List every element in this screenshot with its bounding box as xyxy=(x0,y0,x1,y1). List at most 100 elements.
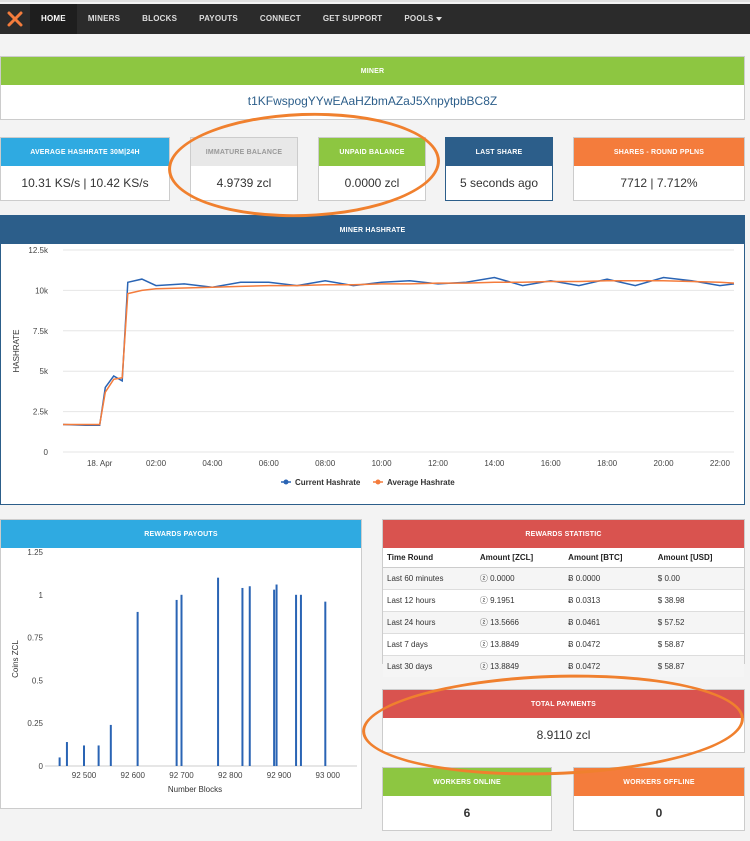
y-tick-label: 0.75 xyxy=(27,634,43,643)
table-row: Last 60 minutes ⓩ 0.0000 Ƀ 0.0000 $ 0.00 xyxy=(383,567,744,590)
immature-balance-value: 4.9739 zcl xyxy=(216,176,272,190)
payout-bar xyxy=(180,594,183,766)
cell: Last 60 minutes xyxy=(383,567,476,590)
y-tick-label: 7.5k xyxy=(33,327,49,336)
x-tick-label: 08:00 xyxy=(315,459,336,468)
miner-hashrate-panel: MINER HASHRATE 0 2.5k 5k 7.5k 10k 12.5k 18. Ap… xyxy=(0,215,745,505)
nav-blocks[interactable]: BLOCKS xyxy=(142,14,178,23)
y-tick-label: 10k xyxy=(35,286,49,295)
x-tick-label: 04:00 xyxy=(202,459,223,468)
table-header-row: Time Round Amount [ZCL] Amount [BTC] Amo… xyxy=(383,548,744,568)
x-tick-label: 14:00 xyxy=(484,459,505,468)
nav-connect[interactable]: CONNECT xyxy=(259,14,301,23)
workers-online-title: WORKERS ONLINE xyxy=(383,768,551,796)
y-tick-label: 1 xyxy=(39,591,44,600)
cell: Ƀ 0.0000 xyxy=(564,567,654,590)
last-share-title: LAST SHARE xyxy=(446,138,552,166)
payout-bar xyxy=(58,757,61,766)
rewards-payouts-title: REWARDS PAYOUTS xyxy=(1,520,361,548)
x-tick-label: 93 000 xyxy=(316,771,341,780)
nav-pools-label: POOLS xyxy=(404,14,434,23)
cell: $ 0.00 xyxy=(653,567,744,590)
payout-bar xyxy=(241,587,244,766)
last-share-value: 5 seconds ago xyxy=(459,176,539,190)
payout-bar xyxy=(109,724,112,766)
nav-payouts[interactable]: PAYOUTS xyxy=(199,14,238,23)
legend-current-hashrate: Current Hashrate xyxy=(295,478,361,487)
y-tick-label: 12.5k xyxy=(28,246,49,255)
nav-home[interactable]: HOME xyxy=(30,4,77,34)
nav-pools-dropdown[interactable]: POOLS xyxy=(393,4,453,34)
y-axis-label: Coins ZCL xyxy=(11,640,20,678)
top-border xyxy=(0,0,750,2)
payout-bar xyxy=(273,589,276,766)
x-tick-label: 16:00 xyxy=(541,459,562,468)
x-tick-label: 92 700 xyxy=(169,771,194,780)
cell: $ 58.87 xyxy=(653,655,744,677)
miner-address[interactable]: t1KFwspogYYwEAaHZbmAZaJ5XnpytpbBC8Z xyxy=(247,94,498,108)
x-axis-label: Number Blocks xyxy=(168,785,222,794)
payout-bar xyxy=(217,577,220,766)
nav-miners[interactable]: MINERS xyxy=(87,14,121,23)
x-tick-label: 92 500 xyxy=(72,771,97,780)
payout-bar xyxy=(324,601,327,766)
cell: Last 7 days xyxy=(383,633,476,656)
cell: Ƀ 0.0472 xyxy=(564,655,654,677)
cell: ⓩ 13.5666 xyxy=(475,611,565,634)
shares-round-card: SHARES - ROUND PPLNS 7712 | 7.712% xyxy=(573,137,745,201)
x-tick-label: 02:00 xyxy=(146,459,167,468)
unpaid-balance-value: 0.0000 zcl xyxy=(344,176,400,190)
table-row: Last 24 hours ⓩ 13.5666 Ƀ 0.0461 $ 57.52 xyxy=(383,611,744,634)
rewards-statistic-title: REWARDS STATISTIC xyxy=(383,520,744,548)
average-hashrate-line xyxy=(63,279,735,426)
workers-offline-title: WORKERS OFFLINE xyxy=(574,768,744,796)
last-share-card: LAST SHARE 5 seconds ago xyxy=(445,137,553,201)
legend-average-hashrate: Average Hashrate xyxy=(387,478,455,487)
y-tick-label: 0 xyxy=(44,448,49,457)
x-tick-label: 92 600 xyxy=(121,771,146,780)
payout-bar xyxy=(299,594,302,766)
rewards-payouts-panel: REWARDS PAYOUTS 0 0.25 0.5 0.75 1 1.25 92 500 9… xyxy=(0,519,362,809)
y-axis-label: HASHRATE xyxy=(12,330,21,373)
cell: Last 12 hours xyxy=(383,589,476,612)
rewards-statistic-panel: REWARDS STATISTIC Time Round Amount [ZCL… xyxy=(382,519,745,677)
workers-online-panel: WORKERS ONLINE 6 xyxy=(382,767,552,831)
x-tick-label: 22:00 xyxy=(710,459,731,468)
immature-balance-title: IMMATURE BALANCE xyxy=(191,138,297,166)
hashrate-chart: 0 2.5k 5k 7.5k 10k 12.5k 18. Apr 02:00 04:00 06:0… xyxy=(12,246,735,487)
y-tick-label: 2.5k xyxy=(33,408,49,417)
current-hashrate-line xyxy=(62,276,735,427)
payout-bar xyxy=(275,584,278,766)
cell: ⓩ 13.8849 xyxy=(475,655,565,677)
x-tick-label: 18:00 xyxy=(597,459,618,468)
shares-round-value: 7712 | 7.712% xyxy=(620,176,698,190)
cell: $ 58.87 xyxy=(653,633,744,656)
table-row: Last 30 days ⓩ 13.8849 Ƀ 0.0472 $ 58.87 xyxy=(383,655,744,677)
cell: $ 57.52 xyxy=(653,611,744,634)
rewards-statistic-table: Time Round Amount [ZCL] Amount [BTC] Amo… xyxy=(383,548,744,677)
pool-logo-icon[interactable] xyxy=(0,4,30,34)
legend-marker xyxy=(283,479,289,485)
x-tick-label: 18. Apr xyxy=(87,459,113,468)
chevron-down-icon xyxy=(436,16,443,21)
nav-get-support[interactable]: GET SUPPORT xyxy=(322,14,383,23)
x-tick-label: 06:00 xyxy=(259,459,280,468)
cell: Ƀ 0.0313 xyxy=(564,589,654,612)
col-time-round: Time Round xyxy=(383,548,476,568)
payout-bar xyxy=(83,745,85,766)
col-amount-zcl: Amount [ZCL] xyxy=(475,548,565,568)
total-payments-title: TOTAL PAYMENTS xyxy=(383,690,744,718)
y-tick-label: 0.25 xyxy=(27,719,43,728)
total-payments-panel: TOTAL PAYMENTS 8.9110 zcl xyxy=(382,689,745,753)
cell: Last 30 days xyxy=(383,655,476,677)
x-tick-label: 20:00 xyxy=(654,459,675,468)
y-tick-label: 5k xyxy=(40,367,49,376)
col-amount-btc: Amount [BTC] xyxy=(564,548,654,568)
table-row: Last 7 days ⓩ 13.8849 Ƀ 0.0472 $ 58.87 xyxy=(383,633,744,656)
payout-bar xyxy=(248,586,251,766)
cell: $ 38.98 xyxy=(653,589,744,612)
table-row: Last 12 hours ⓩ 9.1951 Ƀ 0.0313 $ 38.98 xyxy=(383,589,744,612)
legend-marker xyxy=(375,479,381,485)
cell: ⓩ 9.1951 xyxy=(475,589,565,612)
rewards-payouts-chart: 0 0.25 0.5 0.75 1 1.25 92 500 92 600 92 700 92 80… xyxy=(11,548,357,794)
